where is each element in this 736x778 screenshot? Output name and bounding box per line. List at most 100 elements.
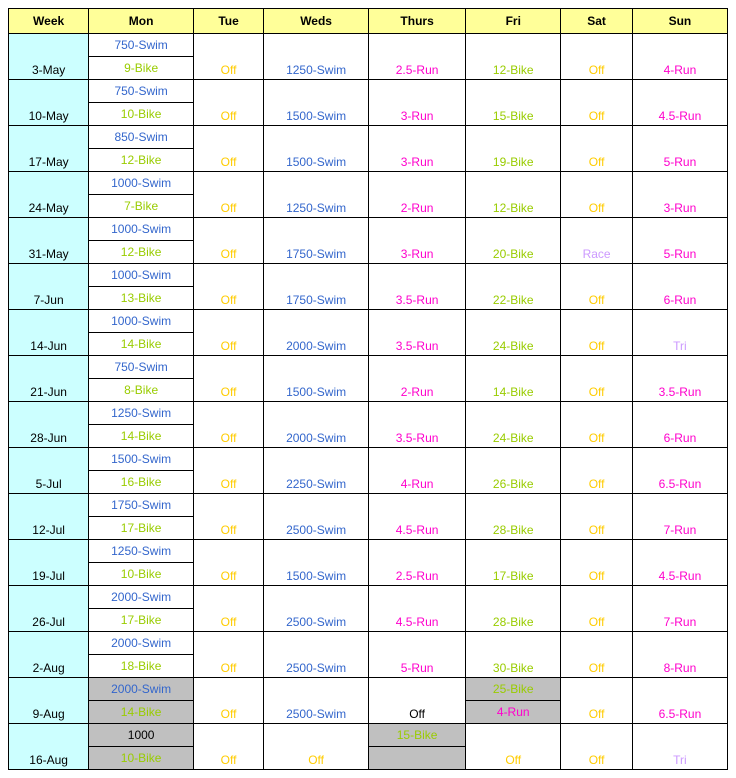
thurs-cell: 3.5-Run xyxy=(369,310,466,356)
sun-cell: 3.5-Run xyxy=(632,356,727,402)
sat-cell: Off xyxy=(561,402,632,448)
thurs-cell: 4.5-Run xyxy=(369,586,466,632)
mon-cell: 14-Bike xyxy=(89,425,194,448)
sun-cell: Tri xyxy=(632,310,727,356)
fri-cell: 12-Bike xyxy=(466,34,561,80)
fri-cell: 12-Bike xyxy=(466,172,561,218)
weds-cell: 1500-Swim xyxy=(264,126,369,172)
week-cell: 10-May xyxy=(9,80,89,126)
sun-cell: 8-Run xyxy=(632,632,727,678)
mon-cell: 12-Bike xyxy=(89,241,194,264)
weds-cell: 1250-Swim xyxy=(264,34,369,80)
mon-cell: 7-Bike xyxy=(89,195,194,218)
weds-cell: 2000-Swim xyxy=(264,310,369,356)
sat-cell: Off xyxy=(561,356,632,402)
sat-cell: Off xyxy=(561,448,632,494)
mon-cell: 8-Bike xyxy=(89,379,194,402)
mon-cell: 750-Swim xyxy=(89,80,194,103)
tue-cell: Off xyxy=(194,218,264,264)
mon-cell: 2000-Swim xyxy=(89,632,194,655)
table-row: 12-Jul1750-SwimOff2500-Swim4.5-Run28-Bik… xyxy=(9,494,728,517)
thurs-cell: 4-Run xyxy=(369,448,466,494)
fri-cell: 25-Bike xyxy=(466,678,561,701)
week-cell: 28-Jun xyxy=(9,402,89,448)
fri-cell: 19-Bike xyxy=(466,126,561,172)
weds-cell: 1750-Swim xyxy=(264,264,369,310)
fri-cell: 26-Bike xyxy=(466,448,561,494)
sun-cell: 6.5-Run xyxy=(632,678,727,724)
mon-cell: 14-Bike xyxy=(89,701,194,724)
mon-cell: 17-Bike xyxy=(89,517,194,540)
table-row: 10-May750-SwimOff1500-Swim3-Run15-BikeOf… xyxy=(9,80,728,103)
fri-cell: 17-Bike xyxy=(466,540,561,586)
week-cell: 14-Jun xyxy=(9,310,89,356)
mon-cell: 13-Bike xyxy=(89,287,194,310)
week-cell: 7-Jun xyxy=(9,264,89,310)
mon-cell: 18-Bike xyxy=(89,655,194,678)
mon-cell: 1250-Swim xyxy=(89,402,194,425)
sun-cell: 6-Run xyxy=(632,264,727,310)
tue-cell: Off xyxy=(194,678,264,724)
mon-cell: 9-Bike xyxy=(89,57,194,80)
weds-cell: 1500-Swim xyxy=(264,356,369,402)
week-cell: 17-May xyxy=(9,126,89,172)
tue-cell: Off xyxy=(194,264,264,310)
week-cell: 26-Jul xyxy=(9,586,89,632)
thurs-cell: 4.5-Run xyxy=(369,494,466,540)
col-tue: Tue xyxy=(194,9,264,34)
table-row: 3-May750-SwimOff1250-Swim2.5-Run12-BikeO… xyxy=(9,34,728,57)
table-row: 26-Jul2000-SwimOff2500-Swim4.5-Run28-Bik… xyxy=(9,586,728,609)
mon-cell: 10-Bike xyxy=(89,563,194,586)
training-schedule-table: WeekMonTueWedsThursFriSatSun 3-May750-Sw… xyxy=(8,8,728,770)
sun-cell: 3-Run xyxy=(632,172,727,218)
table-row: 2-Aug2000-SwimOff2500-Swim5-Run30-BikeOf… xyxy=(9,632,728,655)
table-row: 31-May1000-SwimOff1750-Swim3-Run20-BikeR… xyxy=(9,218,728,241)
fri-cell: 4-Run xyxy=(466,701,561,724)
tue-cell: Off xyxy=(194,356,264,402)
sun-cell: Tri xyxy=(632,724,727,770)
table-row: 5-Jul1500-SwimOff2250-Swim4-Run26-BikeOf… xyxy=(9,448,728,471)
sat-cell: Off xyxy=(561,172,632,218)
fri-cell: 15-Bike xyxy=(466,80,561,126)
weds-cell: 1500-Swim xyxy=(264,540,369,586)
sat-cell: Race xyxy=(561,218,632,264)
thurs-cell: 2.5-Run xyxy=(369,34,466,80)
mon-cell: 12-Bike xyxy=(89,149,194,172)
sat-cell: Off xyxy=(561,34,632,80)
sat-cell: Off xyxy=(561,494,632,540)
weds-cell: 2500-Swim xyxy=(264,632,369,678)
fri-cell: Off xyxy=(466,724,561,770)
weds-cell: 2500-Swim xyxy=(264,494,369,540)
week-cell: 31-May xyxy=(9,218,89,264)
table-row: 14-Jun1000-SwimOff2000-Swim3.5-Run24-Bik… xyxy=(9,310,728,333)
mon-cell: 1000-Swim xyxy=(89,264,194,287)
weds-cell: 2500-Swim xyxy=(264,586,369,632)
sun-cell: 7-Run xyxy=(632,494,727,540)
thurs-cell xyxy=(369,747,466,770)
tue-cell: Off xyxy=(194,724,264,770)
fri-cell: 22-Bike xyxy=(466,264,561,310)
thurs-cell: 15-Bike xyxy=(369,724,466,747)
mon-cell: 1000-Swim xyxy=(89,310,194,333)
week-cell: 3-May xyxy=(9,34,89,80)
table-row: 24-May1000-SwimOff1250-Swim2-Run12-BikeO… xyxy=(9,172,728,195)
col-thurs: Thurs xyxy=(369,9,466,34)
thurs-cell: 2-Run xyxy=(369,172,466,218)
tue-cell: Off xyxy=(194,80,264,126)
mon-cell: 750-Swim xyxy=(89,34,194,57)
week-cell: 9-Aug xyxy=(9,678,89,724)
col-sun: Sun xyxy=(632,9,727,34)
sat-cell: Off xyxy=(561,678,632,724)
col-week: Week xyxy=(9,9,89,34)
sat-cell: Off xyxy=(561,540,632,586)
thurs-cell: 2.5-Run xyxy=(369,540,466,586)
week-cell: 12-Jul xyxy=(9,494,89,540)
tue-cell: Off xyxy=(194,586,264,632)
weds-cell: 1250-Swim xyxy=(264,172,369,218)
fri-cell: 20-Bike xyxy=(466,218,561,264)
fri-cell: 28-Bike xyxy=(466,586,561,632)
sat-cell: Off xyxy=(561,80,632,126)
tue-cell: Off xyxy=(194,126,264,172)
week-cell: 19-Jul xyxy=(9,540,89,586)
fri-cell: 24-Bike xyxy=(466,310,561,356)
